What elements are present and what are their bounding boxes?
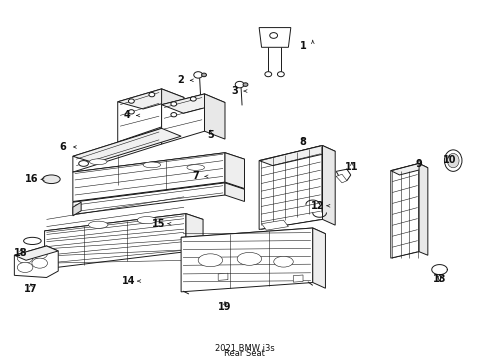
Ellipse shape	[170, 102, 176, 106]
Ellipse shape	[170, 113, 176, 117]
Ellipse shape	[237, 252, 261, 265]
Polygon shape	[73, 128, 161, 172]
Polygon shape	[259, 145, 334, 166]
Polygon shape	[161, 94, 224, 113]
Text: 16: 16	[25, 174, 39, 184]
Text: 3: 3	[231, 86, 238, 96]
Text: 2021 BMW i3s: 2021 BMW i3s	[214, 344, 274, 353]
Ellipse shape	[447, 153, 458, 168]
Polygon shape	[161, 94, 204, 144]
Ellipse shape	[128, 99, 134, 103]
Text: 9: 9	[415, 159, 422, 169]
Polygon shape	[14, 246, 58, 260]
Ellipse shape	[201, 73, 206, 77]
Ellipse shape	[235, 81, 244, 88]
Ellipse shape	[264, 72, 271, 77]
Polygon shape	[261, 220, 288, 230]
Polygon shape	[73, 183, 244, 209]
Ellipse shape	[444, 150, 461, 171]
Text: 18: 18	[14, 248, 28, 258]
Polygon shape	[161, 89, 183, 135]
Ellipse shape	[269, 33, 277, 39]
Ellipse shape	[23, 237, 41, 244]
Ellipse shape	[128, 110, 134, 114]
Text: 5: 5	[206, 130, 213, 140]
Polygon shape	[44, 214, 203, 237]
Ellipse shape	[137, 216, 157, 224]
Text: 8: 8	[299, 137, 306, 147]
Polygon shape	[224, 153, 244, 189]
Text: 14: 14	[122, 276, 135, 286]
Ellipse shape	[243, 83, 247, 86]
Polygon shape	[390, 163, 418, 258]
Ellipse shape	[143, 162, 160, 168]
Polygon shape	[185, 214, 203, 257]
Polygon shape	[390, 163, 427, 175]
Text: 12: 12	[310, 201, 324, 211]
Text: 15: 15	[152, 219, 165, 229]
Text: 2: 2	[177, 75, 184, 85]
Polygon shape	[14, 246, 58, 278]
Ellipse shape	[190, 97, 196, 101]
Text: 7: 7	[192, 171, 199, 181]
Polygon shape	[224, 183, 244, 202]
Text: 1: 1	[299, 41, 306, 50]
Polygon shape	[418, 163, 427, 255]
Text: 11: 11	[345, 162, 358, 172]
Polygon shape	[204, 94, 224, 139]
Polygon shape	[44, 214, 185, 269]
Polygon shape	[73, 183, 224, 215]
Text: 17: 17	[24, 284, 38, 294]
Text: 4: 4	[124, 111, 131, 121]
Ellipse shape	[277, 72, 284, 77]
Ellipse shape	[42, 175, 60, 184]
Ellipse shape	[88, 221, 108, 228]
Polygon shape	[73, 202, 81, 216]
Text: 13: 13	[432, 274, 446, 284]
Ellipse shape	[32, 249, 47, 259]
Ellipse shape	[198, 254, 222, 267]
Ellipse shape	[17, 253, 33, 263]
Ellipse shape	[149, 93, 155, 97]
Ellipse shape	[186, 165, 204, 170]
Ellipse shape	[79, 161, 88, 166]
Polygon shape	[73, 153, 224, 202]
Polygon shape	[73, 128, 181, 163]
Polygon shape	[73, 153, 244, 179]
Polygon shape	[218, 273, 227, 280]
Polygon shape	[181, 228, 325, 243]
Polygon shape	[335, 174, 346, 183]
Text: 19: 19	[218, 302, 231, 312]
Polygon shape	[118, 89, 161, 142]
Polygon shape	[259, 28, 290, 47]
Polygon shape	[259, 145, 322, 229]
Polygon shape	[181, 228, 312, 292]
Ellipse shape	[89, 159, 107, 165]
Polygon shape	[293, 275, 303, 282]
Polygon shape	[322, 145, 334, 225]
Ellipse shape	[193, 72, 202, 78]
Ellipse shape	[17, 262, 33, 273]
Polygon shape	[118, 89, 183, 109]
Text: 10: 10	[442, 155, 455, 165]
Polygon shape	[312, 228, 325, 288]
Ellipse shape	[32, 258, 47, 268]
Text: 6: 6	[60, 142, 66, 152]
Ellipse shape	[273, 256, 293, 267]
Text: Rear Seat: Rear Seat	[224, 349, 264, 358]
